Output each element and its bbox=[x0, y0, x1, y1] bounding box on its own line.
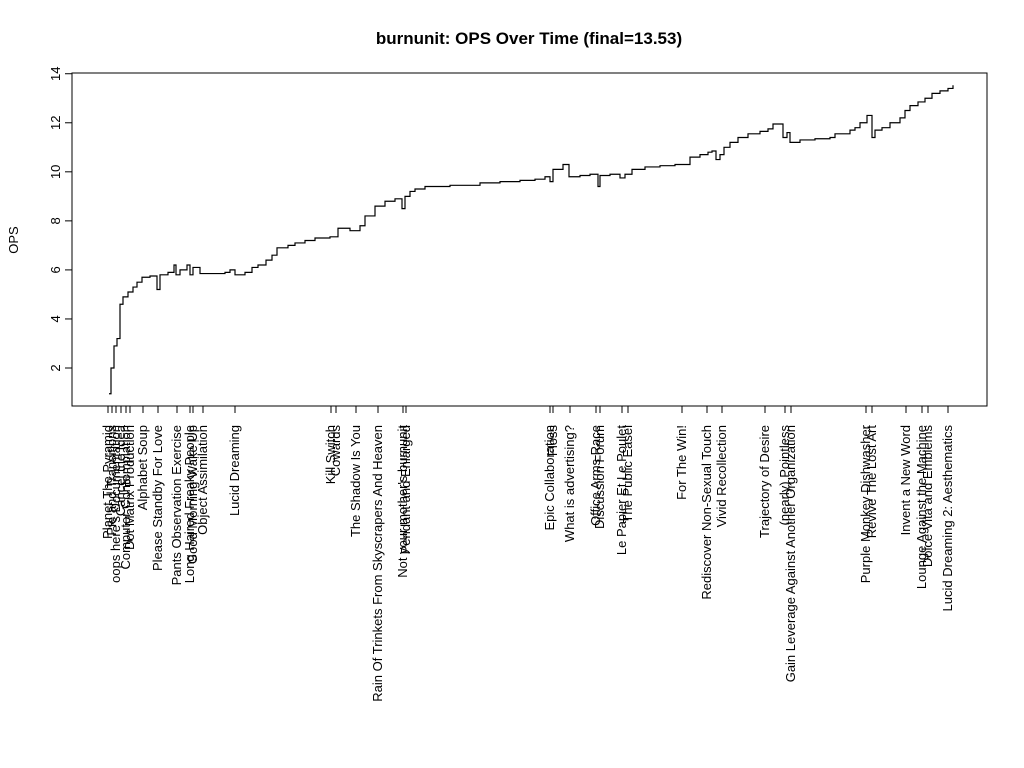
event-label: Vivid Recollection bbox=[714, 425, 729, 527]
y-tick-label: 6 bbox=[48, 266, 63, 273]
y-tick-label: 8 bbox=[48, 217, 63, 224]
event-label: Not your mother's burnunit bbox=[395, 425, 410, 578]
event-label: Cancel the Idea bbox=[113, 424, 128, 516]
chart-title: burnunit: OPS Over Time (final=13.53) bbox=[376, 29, 682, 48]
event-label: What is advertising? bbox=[562, 425, 577, 542]
event-label: Le Papier Et Le Poulet bbox=[614, 425, 629, 555]
event-label: Alphabet Soup bbox=[135, 425, 150, 510]
event-label: Purple Monkey Dishwasher bbox=[858, 424, 873, 583]
event-label: Kill Switch bbox=[323, 425, 338, 484]
event-label: For The Win! bbox=[674, 425, 689, 500]
event-label: Lucid Dreaming 2: Aesthematics bbox=[940, 425, 955, 612]
event-label: Pendant and Enlarged bbox=[398, 425, 413, 554]
event-label: Please Standby For Love bbox=[150, 425, 165, 571]
y-tick-label: 14 bbox=[48, 67, 63, 81]
event-label: Dot Matrix Production bbox=[122, 425, 137, 550]
y-tick-label: 10 bbox=[48, 165, 63, 179]
y-tick-label: 2 bbox=[48, 364, 63, 371]
event-label: Pie and Transitions bbox=[104, 425, 119, 536]
event-label: Discussion Forum bbox=[592, 425, 607, 529]
event-label: Lucid Dreaming bbox=[227, 425, 242, 516]
event-label: Good Morning Wake Up bbox=[185, 425, 200, 564]
event-label: Epic Collaboration bbox=[542, 425, 557, 531]
event-label: Rediscover Non-Sexual Touch bbox=[699, 425, 714, 600]
event-label: Revive The Lost Art bbox=[864, 425, 879, 539]
event-label: Gain Leverage Against Another Organizati… bbox=[783, 425, 798, 682]
event-label: oops here's Documentation bbox=[108, 425, 123, 583]
y-tick-label: 12 bbox=[48, 116, 63, 130]
y-axis-label: OPS bbox=[6, 226, 21, 254]
event-label: Trajectory of Desire bbox=[757, 425, 772, 538]
event-label: Office Arms Race bbox=[588, 425, 603, 526]
y-tick-label: 4 bbox=[48, 315, 63, 322]
event-label: Lounge Against the Machine bbox=[914, 425, 929, 589]
ops-line bbox=[109, 85, 954, 395]
event-label: Pants Observation Exercise bbox=[169, 425, 184, 585]
event-label: Planet The Pyramid bbox=[100, 425, 115, 539]
event-label: Cowards bbox=[328, 425, 343, 477]
event-label: Dolce Vita and Emblems bbox=[920, 425, 935, 568]
event-label: The Public Easel bbox=[620, 425, 635, 523]
event-label: Invent a New Word bbox=[898, 425, 913, 535]
event-label: Long Haired Freaky People bbox=[182, 425, 197, 583]
event-label: Floss bbox=[545, 425, 560, 457]
event-label: (nearly) Pointless bbox=[777, 425, 792, 526]
event-label: The Shadow Is You bbox=[348, 425, 363, 537]
event-label: Object Assimilation bbox=[195, 425, 210, 535]
event-label: Computer Contemplation bbox=[118, 425, 133, 570]
event-label: Rain Of Trinkets From Skyscrapers And He… bbox=[370, 425, 385, 702]
